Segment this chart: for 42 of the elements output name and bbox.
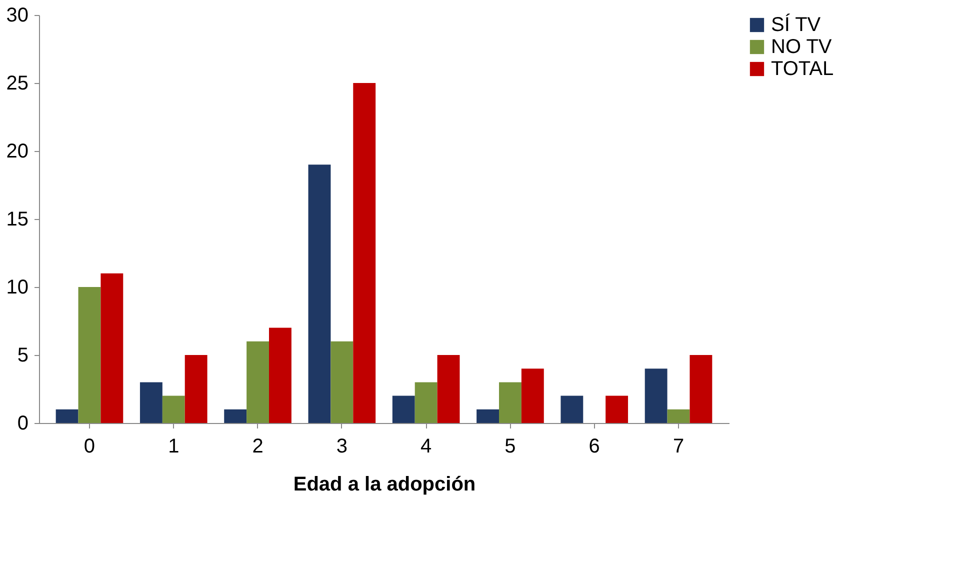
bar	[353, 83, 376, 423]
legend-label: NO TV	[771, 36, 832, 58]
bar	[224, 409, 247, 423]
y-tick-label: 0	[17, 412, 28, 434]
bar	[100, 273, 124, 423]
bar	[78, 287, 101, 423]
y-tick-label: 15	[6, 208, 28, 230]
x-tick-label: 4	[420, 436, 432, 458]
bar	[437, 355, 460, 423]
bar	[521, 368, 544, 423]
x-tick-label: 7	[672, 436, 684, 458]
bar	[560, 396, 584, 423]
x-tick-label: 6	[588, 436, 600, 458]
bar	[269, 328, 292, 423]
bar	[414, 382, 438, 423]
y-tick-label: 30	[6, 4, 28, 26]
legend-label: TOTAL	[771, 58, 834, 80]
bar	[606, 396, 628, 423]
y-tick-label: 25	[6, 72, 28, 94]
y-tick-label: 10	[6, 276, 28, 298]
bar	[644, 368, 668, 423]
x-tick-label: 3	[336, 436, 348, 458]
y-tick-label: 20	[6, 140, 28, 162]
bar	[476, 409, 499, 423]
x-tick-label: 0	[84, 436, 96, 458]
bar	[330, 341, 354, 423]
bar	[667, 409, 690, 423]
bar	[246, 341, 269, 423]
bar	[56, 409, 78, 423]
bar	[499, 382, 522, 423]
x-tick-label: 2	[252, 436, 264, 458]
bar	[162, 396, 185, 423]
bar	[140, 382, 162, 423]
bar	[690, 355, 712, 423]
y-tick-label: 5	[17, 344, 28, 366]
bar	[308, 164, 331, 423]
bar	[184, 355, 208, 423]
bar	[392, 396, 415, 423]
x-tick-label: 5	[504, 436, 516, 458]
legend-label: SÍ TV	[771, 13, 822, 36]
x-tick-label: 1	[168, 436, 180, 458]
x-axis-title: Edad a la adopción	[293, 474, 476, 496]
